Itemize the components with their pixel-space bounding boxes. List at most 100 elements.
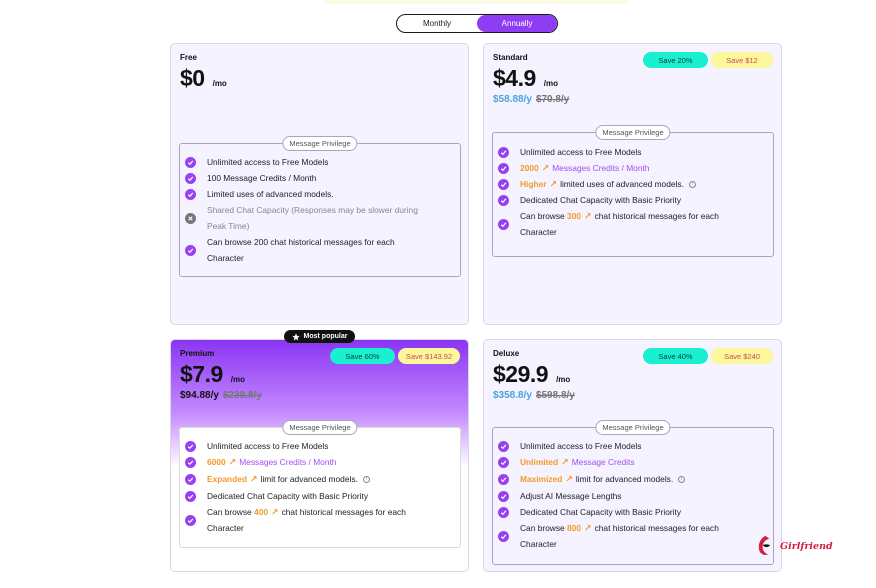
yearly-price-new: $94.88/y: [180, 390, 219, 401]
feature-item: Can browse 400 ↗ chat historical messages …: [185, 504, 454, 536]
check-icon: [498, 162, 509, 174]
star-icon: [291, 332, 300, 340]
save-amount-badge: Save $143.92: [398, 348, 460, 364]
cross-icon: [185, 212, 196, 224]
plan-price: $7.9 /mo: [180, 361, 245, 388]
message-privilege-label: Message Privilege: [282, 136, 358, 151]
check-icon: [498, 146, 509, 158]
message-privilege-label: Message Privilege: [595, 125, 671, 140]
plan-price: $0 /mo: [180, 65, 227, 92]
check-icon: [185, 172, 196, 184]
plan-name: Premium: [180, 349, 215, 358]
toggle-annually[interactable]: Annually: [477, 15, 557, 32]
feature-item: Adjust AI Message Lengths: [498, 488, 767, 504]
most-popular-badge: Most popular: [284, 330, 355, 343]
feature-item: Can browse 200 chat historical messages …: [185, 234, 454, 266]
check-icon: [498, 194, 509, 206]
check-icon: [185, 244, 196, 256]
yearly-price: $94.88/y $238.8/y: [180, 390, 262, 401]
feature-item: Higher ↗ limited uses of advanced models. i: [498, 176, 767, 192]
trend-up-icon: ↗: [549, 179, 558, 189]
plan-price: $29.9 /mo: [493, 361, 570, 388]
yearly-price-new: $58.88/y: [493, 94, 532, 105]
plan-card-premium[interactable]: Premium $7.9 /mo $94.88/y $238.8/y Save 6…: [170, 339, 469, 572]
save-percent-badge: Save 60%: [330, 348, 395, 364]
billing-period-toggle[interactable]: Monthly Annually: [396, 14, 558, 33]
save-amount-badge: Save $12: [711, 52, 773, 68]
price-period: /mo: [556, 375, 571, 384]
plan-price: $4.9 /mo: [493, 65, 558, 92]
feature-item: 100 Message Credits / Month: [185, 170, 454, 186]
feature-item: Shared Chat Capacity (Responses may be s…: [185, 202, 454, 234]
plan-name: Standard: [493, 53, 528, 62]
feature-item: Unlimited ↗ Message Credits: [498, 454, 767, 470]
check-icon: [185, 440, 196, 452]
plan-name: Deluxe: [493, 349, 520, 358]
trend-up-icon: ↗: [271, 507, 279, 517]
price-period: /mo: [543, 79, 558, 88]
yearly-price: $58.88/y $70.8/y: [493, 94, 569, 105]
check-icon: [498, 440, 509, 452]
feature-item: Can browse 800 ↗ chat historical messages …: [498, 520, 767, 552]
check-icon: [498, 456, 509, 468]
trend-up-icon: ↗: [228, 457, 237, 467]
check-icon: [185, 490, 196, 502]
message-privilege-box: Message Privilege Unlimited access to Fr…: [179, 420, 461, 548]
yearly-price-new: $358.8/y: [493, 390, 532, 401]
check-icon: [185, 188, 196, 200]
save-percent-badge: Save 40%: [643, 348, 708, 364]
feature-item: Limited uses of advanced models.: [185, 186, 454, 202]
feature-item: Unlimited access to Free Models: [498, 438, 767, 454]
trend-up-icon: ↗: [584, 523, 592, 533]
yearly-price: $358.8/y $598.8/y: [493, 390, 575, 401]
plan-name: Free: [180, 53, 197, 62]
message-privilege-label: Message Privilege: [595, 420, 671, 435]
check-icon: [185, 456, 196, 468]
yearly-price-old: $238.8/y: [222, 390, 262, 401]
trend-up-icon: ↗: [541, 163, 550, 173]
brand-name: Girlfriend: [780, 540, 833, 552]
check-icon: [185, 156, 196, 168]
info-icon[interactable]: i: [678, 476, 686, 484]
save-badges: Save 60% Save $143.92: [330, 348, 460, 364]
check-icon: [498, 218, 509, 230]
price-amount: $4.9: [493, 65, 536, 91]
yearly-price-old: $70.8/y: [535, 94, 570, 105]
feature-item: Unlimited access to Free Models: [185, 438, 454, 454]
feature-item: 2000 ↗ Messages Credits / Month: [498, 160, 767, 176]
plan-card-deluxe[interactable]: Deluxe $29.9 /mo $358.8/y $598.8/y Save 4…: [483, 339, 782, 572]
feature-item: Dedicated Chat Capacity with Basic Prior…: [185, 488, 454, 504]
feature-item: Dedicated Chat Capacity with Basic Prior…: [498, 192, 767, 208]
message-privilege-box: Message Privilege Unlimited access to Fr…: [492, 125, 774, 257]
trend-up-icon: ↗: [561, 457, 569, 467]
toggle-monthly[interactable]: Monthly: [422, 19, 451, 28]
trend-up-icon: ↗: [584, 211, 592, 221]
brand-watermark: Girlfriend: [757, 535, 833, 557]
trend-up-icon: ↗: [565, 474, 573, 484]
message-privilege-label: Message Privilege: [282, 420, 358, 435]
save-percent-badge: Save 20%: [643, 52, 708, 68]
check-icon: [498, 473, 509, 485]
price-period: /mo: [230, 375, 245, 384]
feature-item: 6000 ↗ Messages Credits / Month: [185, 454, 454, 470]
plan-card-standard[interactable]: Standard $4.9 /mo $58.88/y $70.8/y Save 2…: [483, 43, 782, 325]
check-icon: [498, 178, 509, 190]
save-badges: Save 20% Save $12: [643, 52, 773, 68]
price-amount: $0: [180, 65, 205, 91]
top-banner-strip: [325, 0, 630, 4]
feature-item: Maximized ↗ limit for advanced models. i: [498, 471, 767, 487]
info-icon[interactable]: i: [362, 476, 370, 484]
plan-card-free[interactable]: Free $0 /mo Message Privilege Unlimited …: [170, 43, 469, 325]
feature-item: Expanded ↗ limit for advanced models. i: [185, 471, 454, 487]
lips-logo-icon: [758, 535, 771, 555]
price-amount: $7.9: [180, 361, 223, 387]
save-badges: Save 40% Save $240: [643, 348, 773, 364]
trend-up-icon: ↗: [250, 474, 258, 484]
feature-item: Unlimited access to Free Models: [185, 154, 454, 170]
price-amount: $29.9: [493, 361, 549, 387]
info-icon[interactable]: i: [688, 181, 696, 189]
feature-item: Dedicated Chat Capacity with Basic Prior…: [498, 504, 767, 520]
message-privilege-box: Message Privilege Unlimited access to Fr…: [492, 420, 774, 565]
yearly-price-old: $598.8/y: [535, 390, 575, 401]
feature-item: Unlimited access to Free Models: [498, 144, 767, 160]
